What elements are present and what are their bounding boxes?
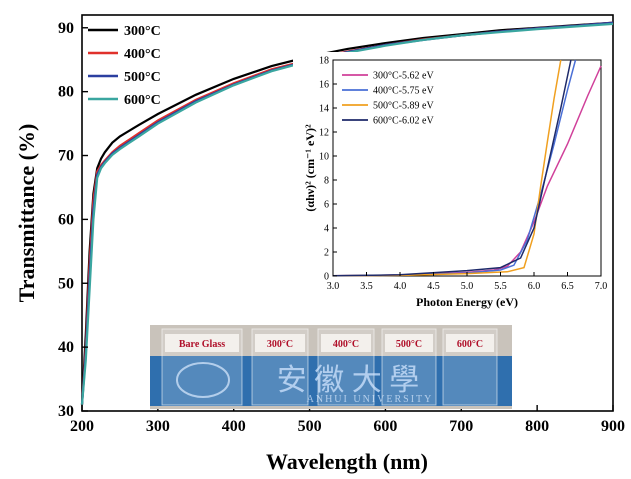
inset-x-tick-label: 4.5 <box>427 281 440 292</box>
inset-x-tick-label: 5.5 <box>494 281 507 292</box>
main-y-tick-label: 70 <box>58 148 74 165</box>
inset-y-tick-label: 12 <box>319 128 329 139</box>
photo-chinese-text: 安 徽 大 學 <box>277 364 420 397</box>
main-legend-label: 300°C <box>124 24 161 39</box>
inset-y-tick-label: 4 <box>324 224 329 235</box>
inset-legend-label: 500°C-5.89 eV <box>373 101 434 112</box>
main-series-line-3 <box>80 22 614 405</box>
inset-x-axis-label: Photon Energy (eV) <box>416 295 518 309</box>
main-x-tick-label: 600 <box>373 418 397 435</box>
main-y-tick-label: 40 <box>58 339 74 356</box>
inset-series-line-3 <box>332 59 572 277</box>
photo-slide-tag <box>165 334 239 352</box>
inset-legend: 300°C-5.62 eV 400°C-5.75 eV 500°C-5.89 eV 6… <box>342 71 434 127</box>
photo-slide-label: 300°C <box>267 339 293 350</box>
photo-slide-tag <box>255 334 305 352</box>
photo-seal <box>176 362 230 398</box>
inset-y-tick-label: 18 <box>319 56 329 67</box>
main-y-tick-label: 90 <box>58 20 74 37</box>
photo-slide-label: 500°C <box>396 339 422 350</box>
photo-slide-tag <box>446 334 494 352</box>
inset-y-tick-label: 14 <box>319 104 329 115</box>
main-series-lines <box>80 21 614 405</box>
main-x-tick-label: 800 <box>525 418 549 435</box>
inset-x-tick-label: 7.0 <box>595 281 608 292</box>
inset-y-tick-label: 2 <box>324 248 329 259</box>
main-x-tick-label: 400 <box>222 418 246 435</box>
photo-slides: Bare Glass 300°C 400°C 500°C 600°C <box>161 328 498 406</box>
main-x-tick-label: 200 <box>70 418 94 435</box>
photo-slide-label: 400°C <box>333 339 359 350</box>
inset-y-axis-label: (αhν)² (cm⁻¹ eV)² <box>303 124 317 212</box>
photo-slide-label: Bare Glass <box>179 339 225 350</box>
inset-x-tick-label: 5.0 <box>461 281 474 292</box>
photo-slide-tag <box>385 334 433 352</box>
main-x-tick-label: 700 <box>449 418 473 435</box>
main-y-tick-label: 30 <box>58 403 74 420</box>
inset-y-tick-label: 10 <box>319 152 329 163</box>
photo-sub-text: ANHUI UNIVERSITY <box>307 394 434 405</box>
sample-photo: Bare Glass 300°C 400°C 500°C 600°C 安 徽 大 學 A… <box>150 325 512 409</box>
main-legend-label: 600°C <box>124 93 161 108</box>
main-y-tick-label: 50 <box>58 275 74 292</box>
inset-chart: 3.0 3.5 4.0 4.5 5.0 5.5 6.0 6.5 7.0 0 2 4 6 8 10 12 14 1… <box>293 52 609 314</box>
main-x-tick-label: 900 <box>601 418 625 435</box>
main-legend-label: 400°C <box>124 47 161 62</box>
main-x-tick-labels: 200 300 400 500 600 700 800 900 <box>70 418 625 435</box>
inset-legend-label: 400°C-5.75 eV <box>373 86 434 97</box>
inset-y-tick-label: 6 <box>324 200 329 211</box>
main-y-axis-label: Transmittance (%) <box>14 124 39 303</box>
inset-x-tick-label: 3.5 <box>360 281 373 292</box>
inset-y-tick-label: 0 <box>324 272 329 283</box>
main-x-tick-label: 300 <box>146 418 170 435</box>
main-x-axis-label: Wavelength (nm) <box>266 449 428 474</box>
inset-y-tick-labels: 0 2 4 6 8 10 12 14 16 18 <box>319 56 329 283</box>
inset-x-tick-labels: 3.0 3.5 4.0 4.5 5.0 5.5 6.0 6.5 7.0 <box>327 281 608 292</box>
main-y-tick-labels: 30 40 50 60 70 80 90 <box>58 20 74 420</box>
inset-y-tick-label: 16 <box>319 80 329 91</box>
inset-y-tick-label: 8 <box>324 176 329 187</box>
photo-slide-label: 600°C <box>457 339 483 350</box>
inset-x-tick-label: 3.0 <box>327 281 340 292</box>
inset-legend-label: 300°C-5.62 eV <box>373 71 434 82</box>
photo-slide-tag <box>321 334 371 352</box>
main-legend-label: 500°C <box>124 70 161 85</box>
inset-x-tick-label: 6.0 <box>528 281 541 292</box>
main-y-tick-label: 60 <box>58 211 74 228</box>
main-x-tick-label: 500 <box>298 418 322 435</box>
main-y-tick-label: 80 <box>58 84 74 101</box>
main-legend: 300°C 400°C 500°C 600°C <box>88 24 161 108</box>
inset-x-tick-label: 6.5 <box>561 281 574 292</box>
inset-legend-label: 600°C-6.02 eV <box>373 116 434 127</box>
inset-axis-ticks <box>332 59 602 277</box>
inset-x-tick-label: 4.0 <box>394 281 407 292</box>
